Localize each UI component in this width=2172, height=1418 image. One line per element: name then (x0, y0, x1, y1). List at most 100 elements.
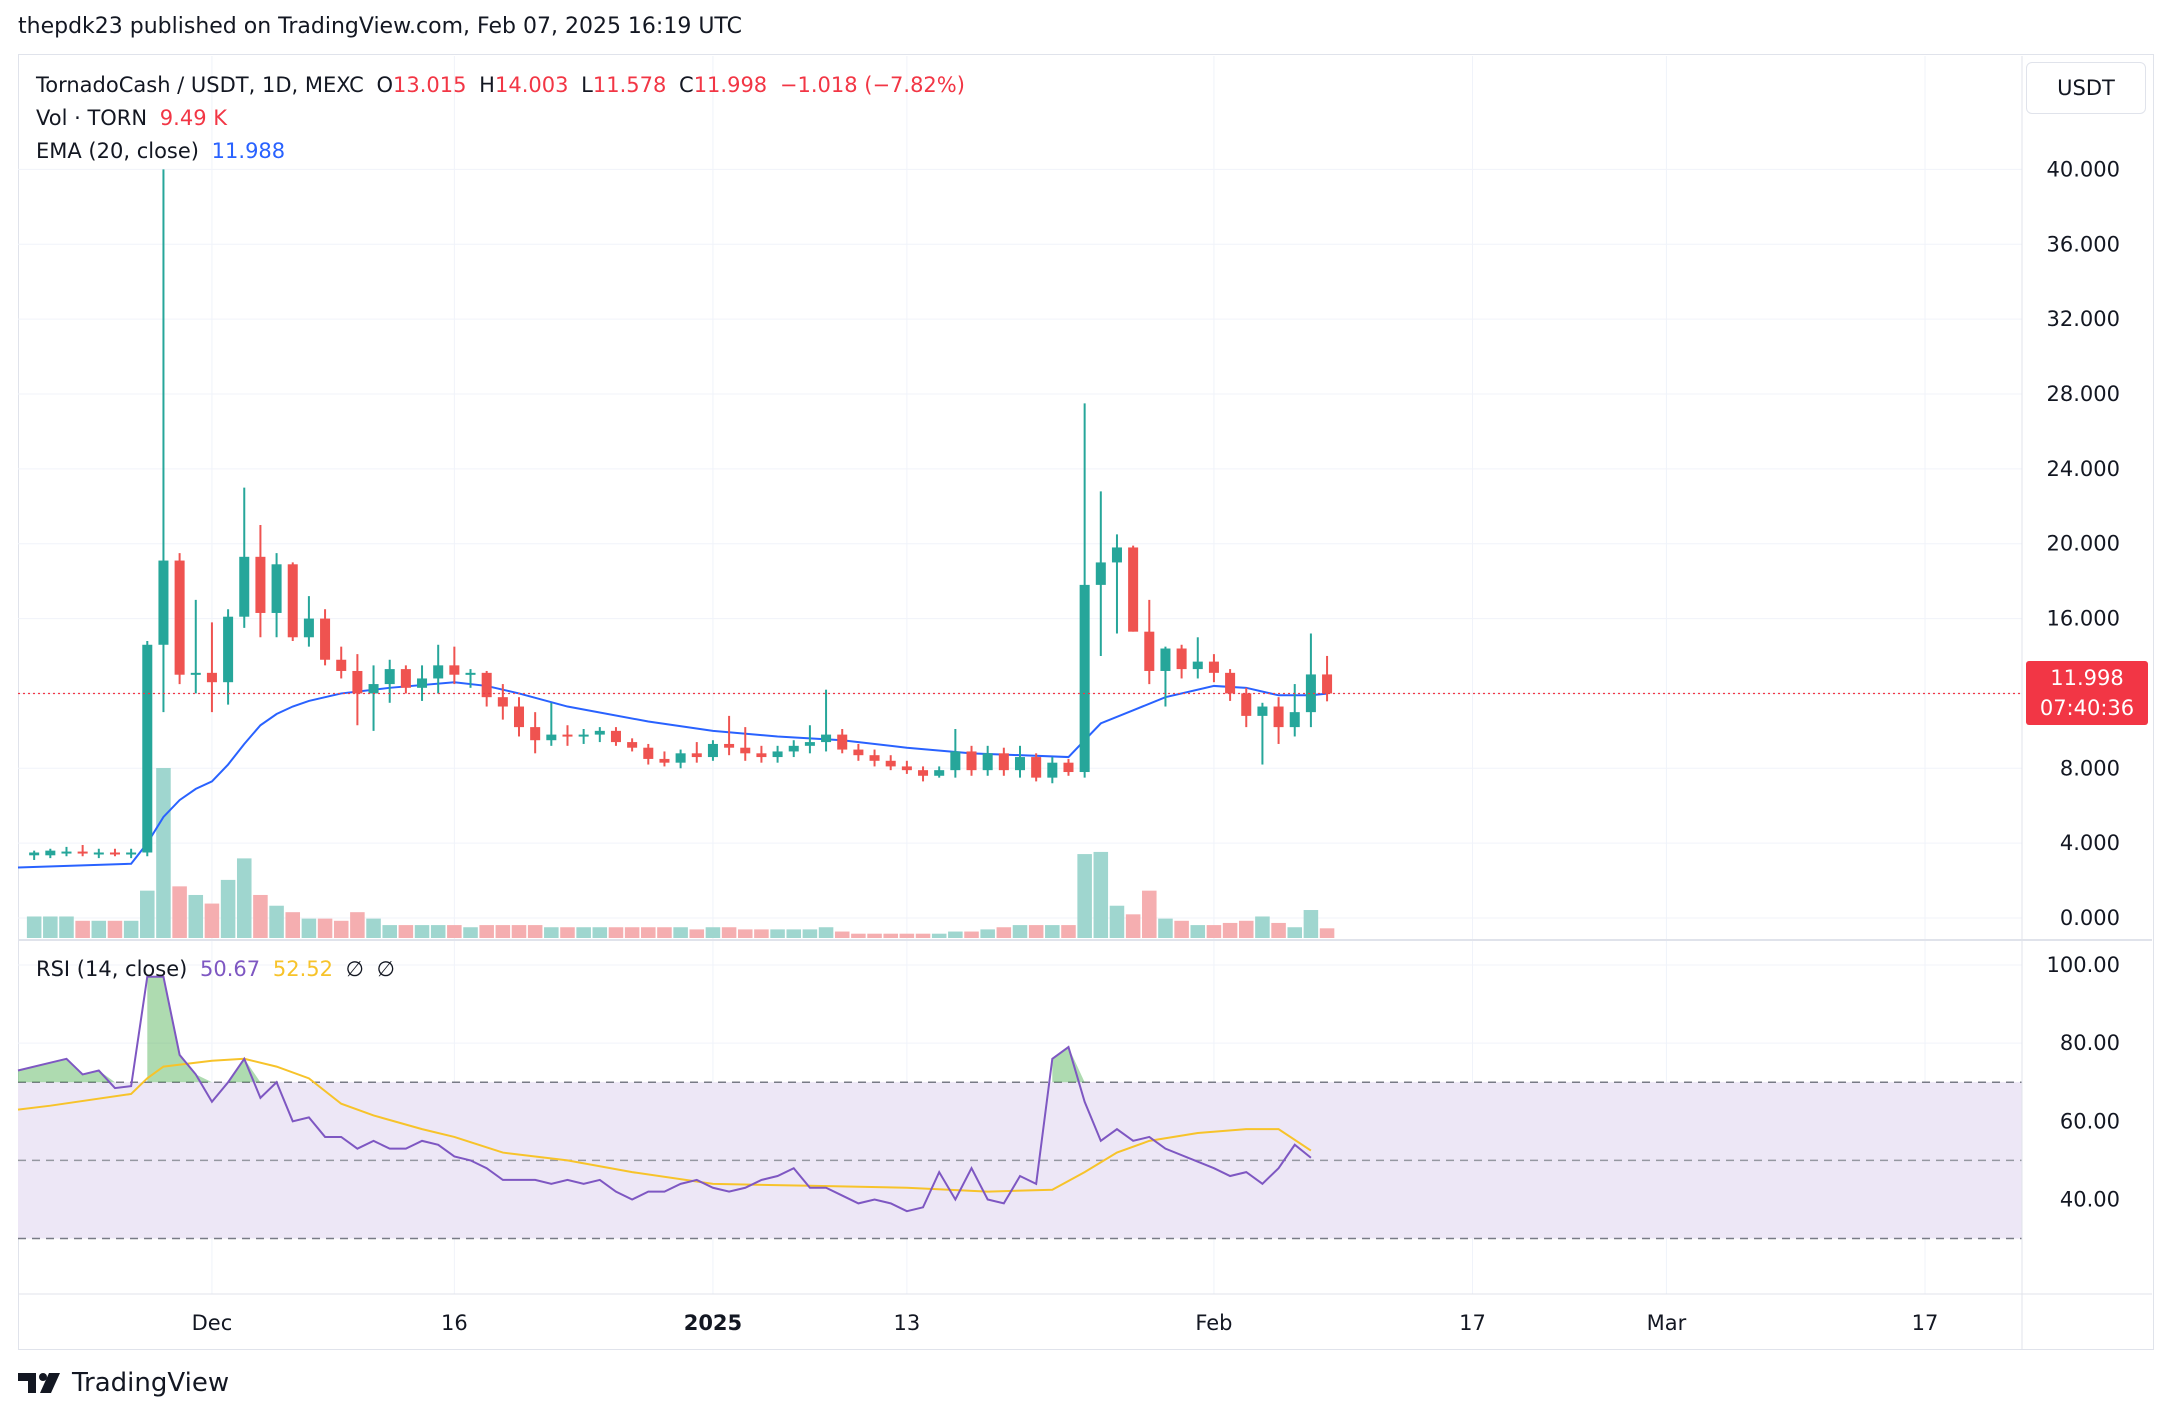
candle-body (1257, 706, 1268, 716)
low-label: L (581, 73, 593, 97)
candle-body (594, 730, 605, 735)
candle-body (384, 669, 395, 685)
volume-bar (366, 918, 381, 938)
open-label: O (376, 73, 393, 97)
volume-bar (236, 858, 252, 938)
volume-bar (479, 925, 494, 938)
volume-bar (188, 894, 204, 938)
volume-bar (1158, 918, 1173, 938)
price-tick-label: 32.000 (2047, 307, 2120, 331)
time-tick-label: Mar (1647, 1311, 1687, 1335)
currency-unit-button[interactable]: USDT (2026, 62, 2146, 114)
volume-bar (721, 927, 737, 938)
volume-bar (269, 905, 284, 938)
time-tick-label: 17 (1459, 1311, 1486, 1335)
current-price-tag: 11.998 07:40:36 (2026, 661, 2148, 726)
candle-body (239, 556, 250, 617)
rsi-tick-label: 80.00 (2060, 1031, 2120, 1055)
volume-bar (43, 916, 58, 938)
volume-bar (1142, 890, 1157, 938)
rsi-legend[interactable]: RSI (14, close) 50.67 52.52 ∅ ∅ (36, 957, 401, 981)
candle-body (788, 745, 799, 752)
tradingview-brand: TradingView (72, 1368, 230, 1398)
volume-bar (1190, 925, 1206, 938)
candle-body (1273, 706, 1284, 728)
rsi-tick-label: 100.00 (2047, 953, 2120, 977)
volume-bar (802, 929, 818, 938)
time-tick-label: Dec (192, 1311, 233, 1335)
tradingview-logo-icon (18, 1373, 60, 1393)
volume-bar (964, 931, 979, 938)
price-tick-label: 40.000 (2047, 157, 2120, 181)
volume-bar (641, 927, 656, 938)
candle-body (1305, 674, 1316, 713)
volume-bar (123, 920, 139, 938)
candle-body (950, 751, 961, 771)
symbol-legend[interactable]: TornadoCash / USDT, 1D, MEXC O13.015 H14… (36, 73, 971, 97)
volume-bar (673, 927, 688, 938)
volume-bar (1255, 916, 1270, 938)
price-tick-label: 4.000 (2060, 831, 2120, 855)
rsi-line (17, 975, 1312, 1213)
volume-bar (560, 927, 575, 938)
candle-body (206, 672, 217, 683)
candlesticks (18, 169, 2022, 860)
candle-body (497, 697, 508, 707)
volume-bar (576, 927, 591, 938)
tradingview-logo[interactable]: TradingView (18, 1368, 229, 1398)
chart-frame (18, 54, 2154, 1350)
volume-bar (851, 933, 866, 938)
candle-body (869, 755, 880, 761)
volume-bar (931, 933, 947, 938)
volume-bar (301, 918, 317, 938)
volume-bar (220, 879, 236, 938)
volume-bar (754, 929, 769, 938)
candle-body (1225, 672, 1236, 694)
ema-legend[interactable]: EMA (20, close) 11.988 (36, 139, 291, 163)
candle-body (1322, 674, 1333, 694)
volume-legend[interactable]: Vol · TORN 9.49 K (36, 106, 233, 130)
candle-body (885, 760, 896, 767)
price-tick-label: 8.000 (2060, 756, 2120, 780)
candle-body (190, 672, 201, 675)
low-value: 11.578 (592, 73, 667, 97)
rsi-band (18, 976, 2022, 1240)
candle-body (756, 753, 767, 758)
volume-bar (350, 912, 365, 938)
volume-bar (1174, 920, 1189, 938)
candle-body (966, 751, 977, 771)
candle-body (659, 758, 670, 763)
candle-body (998, 753, 1009, 771)
volume-bar (26, 916, 42, 938)
candle-body (93, 852, 104, 855)
price-tick-label: 0.000 (2060, 906, 2120, 930)
candle-body (417, 678, 428, 688)
ema-20-line (17, 681, 1328, 869)
time-tick-label: 17 (1912, 1311, 1939, 1335)
rsi-overbought-fill (18, 1058, 115, 1083)
change-value: −1.018 (−7.82%) (779, 73, 965, 97)
volume-bar (495, 925, 511, 938)
candle-body (465, 672, 476, 675)
candle-body (627, 742, 638, 748)
candle-body (1063, 762, 1074, 773)
candle-body (320, 618, 331, 660)
current-price-value: 11.998 (2050, 666, 2124, 691)
volume-bar (463, 927, 478, 938)
volume-bar (818, 927, 834, 938)
volume-bar (899, 933, 915, 938)
open-value: 13.015 (393, 73, 467, 97)
volume-bar (398, 925, 414, 938)
volume-bar (689, 929, 705, 938)
volume-bar (883, 933, 898, 938)
rsi-extra-1: ∅ (345, 957, 364, 981)
volume-bar (59, 916, 74, 938)
volume-bar (592, 927, 608, 938)
candle-body (1014, 757, 1026, 771)
volume-bar (705, 927, 721, 938)
price-tick-label: 36.000 (2047, 232, 2120, 256)
volume-bar (1238, 920, 1254, 938)
candle-body (158, 560, 169, 645)
symbol-title[interactable]: TornadoCash / USDT, 1D, MEXC (36, 73, 364, 97)
